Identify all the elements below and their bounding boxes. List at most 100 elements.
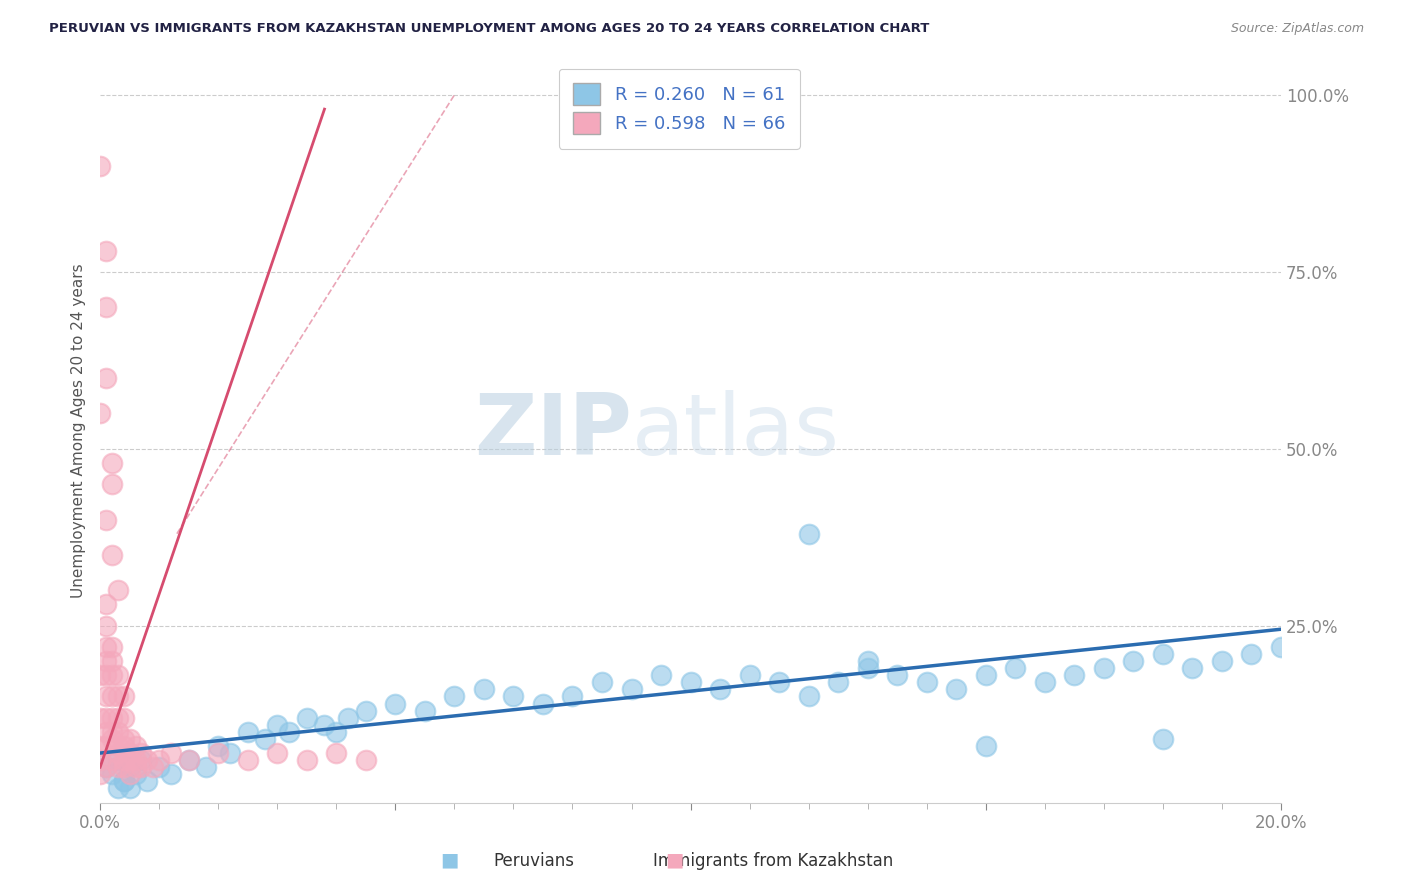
Point xyxy=(219,746,242,760)
Text: Source: ZipAtlas.com: Source: ZipAtlas.com xyxy=(1230,22,1364,36)
Point xyxy=(101,654,124,668)
Point xyxy=(620,682,643,697)
Point xyxy=(101,767,124,781)
Point xyxy=(89,711,111,725)
Point xyxy=(974,739,997,753)
Point xyxy=(266,718,288,732)
Point xyxy=(1152,731,1174,746)
Point xyxy=(915,675,938,690)
Y-axis label: Unemployment Among Ages 20 to 24 years: Unemployment Among Ages 20 to 24 years xyxy=(72,264,86,599)
Point xyxy=(94,300,117,314)
Text: ■: ■ xyxy=(665,851,685,870)
Point xyxy=(89,668,111,682)
Point xyxy=(94,760,117,774)
Point xyxy=(107,724,129,739)
Point xyxy=(89,767,111,781)
Point xyxy=(1240,647,1263,661)
Point xyxy=(148,760,170,774)
Point xyxy=(107,711,129,725)
Text: Peruvians: Peruvians xyxy=(494,852,575,870)
Point xyxy=(797,690,820,704)
Point xyxy=(314,718,336,732)
Point xyxy=(89,159,111,173)
Point xyxy=(107,668,129,682)
Point xyxy=(591,675,613,690)
Point xyxy=(236,753,259,767)
Point xyxy=(472,682,495,697)
Point xyxy=(101,690,124,704)
Text: ■: ■ xyxy=(440,851,460,870)
Point xyxy=(195,760,218,774)
Point xyxy=(738,668,761,682)
Point xyxy=(112,711,135,725)
Point xyxy=(94,244,117,258)
Point xyxy=(797,526,820,541)
Point xyxy=(136,753,159,767)
Legend: R = 0.260   N = 61, R = 0.598   N = 66: R = 0.260 N = 61, R = 0.598 N = 66 xyxy=(558,69,800,149)
Point xyxy=(94,760,117,774)
Point xyxy=(124,760,146,774)
Point xyxy=(974,668,997,682)
Point xyxy=(94,654,117,668)
Text: Immigrants from Kazakhstan: Immigrants from Kazakhstan xyxy=(654,852,893,870)
Point xyxy=(131,753,153,767)
Point xyxy=(101,753,124,767)
Point xyxy=(160,746,183,760)
Point xyxy=(207,746,229,760)
Point xyxy=(325,746,347,760)
Point xyxy=(118,753,141,767)
Point xyxy=(142,760,165,774)
Point xyxy=(886,668,908,682)
Point xyxy=(101,724,124,739)
Point xyxy=(325,724,347,739)
Point xyxy=(107,583,129,598)
Point xyxy=(856,654,879,668)
Point xyxy=(94,739,117,753)
Point xyxy=(107,739,129,753)
Point xyxy=(118,781,141,796)
Text: PERUVIAN VS IMMIGRANTS FROM KAZAKHSTAN UNEMPLOYMENT AMONG AGES 20 TO 24 YEARS CO: PERUVIAN VS IMMIGRANTS FROM KAZAKHSTAN U… xyxy=(49,22,929,36)
Point xyxy=(101,640,124,654)
Point xyxy=(89,406,111,420)
Point xyxy=(101,668,124,682)
Point xyxy=(1033,675,1056,690)
Point xyxy=(278,724,301,739)
Point xyxy=(89,753,111,767)
Point xyxy=(254,731,277,746)
Point xyxy=(1092,661,1115,675)
Point xyxy=(160,767,183,781)
Point xyxy=(101,731,124,746)
Point xyxy=(112,760,135,774)
Point xyxy=(107,760,129,774)
Point xyxy=(177,753,200,767)
Point xyxy=(107,753,129,767)
Point xyxy=(118,731,141,746)
Point xyxy=(354,704,377,718)
Point xyxy=(107,746,129,760)
Text: ZIP: ZIP xyxy=(474,390,631,473)
Point xyxy=(107,690,129,704)
Point xyxy=(337,711,360,725)
Point xyxy=(94,598,117,612)
Point xyxy=(295,711,318,725)
Point xyxy=(768,675,790,690)
Point xyxy=(650,668,672,682)
Point xyxy=(207,739,229,753)
Point xyxy=(177,753,200,767)
Point xyxy=(94,371,117,385)
Point xyxy=(561,690,583,704)
Point xyxy=(94,512,117,526)
Point xyxy=(679,675,702,690)
Point xyxy=(148,753,170,767)
Point xyxy=(118,767,141,781)
Point xyxy=(236,724,259,739)
Point xyxy=(112,774,135,789)
Point xyxy=(101,548,124,562)
Point xyxy=(112,731,135,746)
Point xyxy=(856,661,879,675)
Point xyxy=(443,690,465,704)
Point xyxy=(124,767,146,781)
Point xyxy=(112,690,135,704)
Point xyxy=(136,774,159,789)
Point xyxy=(945,682,967,697)
